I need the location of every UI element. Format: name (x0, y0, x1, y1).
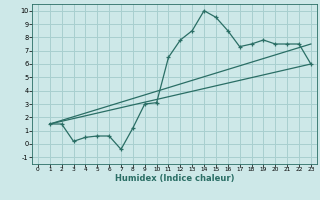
X-axis label: Humidex (Indice chaleur): Humidex (Indice chaleur) (115, 174, 234, 183)
